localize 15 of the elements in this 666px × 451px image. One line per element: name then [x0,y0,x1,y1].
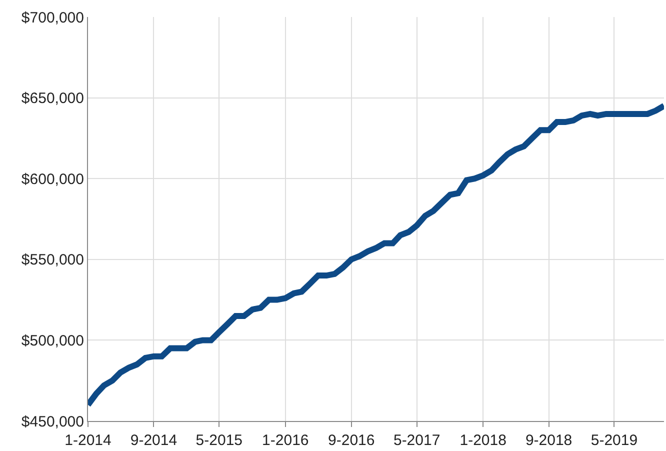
x-tick-label: 5-2019 [590,432,638,449]
x-tick-label: 1-2014 [64,432,112,449]
y-tick-label: $700,000 [21,9,84,26]
x-tick-label: 5-2015 [196,432,243,449]
y-tick-label: $550,000 [21,252,84,269]
y-tick-label: $450,000 [21,413,84,430]
y-tick-label: $500,000 [21,332,84,350]
x-tick-label: 1-2018 [460,432,506,449]
x-tick-label: 1-2016 [262,432,309,449]
x-tick-label: 9-2018 [525,432,572,449]
y-tick-label: $650,000 [21,90,84,108]
y-tick-label: $600,000 [21,170,84,188]
x-tick-label: 9-2014 [130,432,178,449]
x-tick-label: 5-2017 [393,432,440,449]
x-tick-label: 9-2016 [328,432,375,449]
